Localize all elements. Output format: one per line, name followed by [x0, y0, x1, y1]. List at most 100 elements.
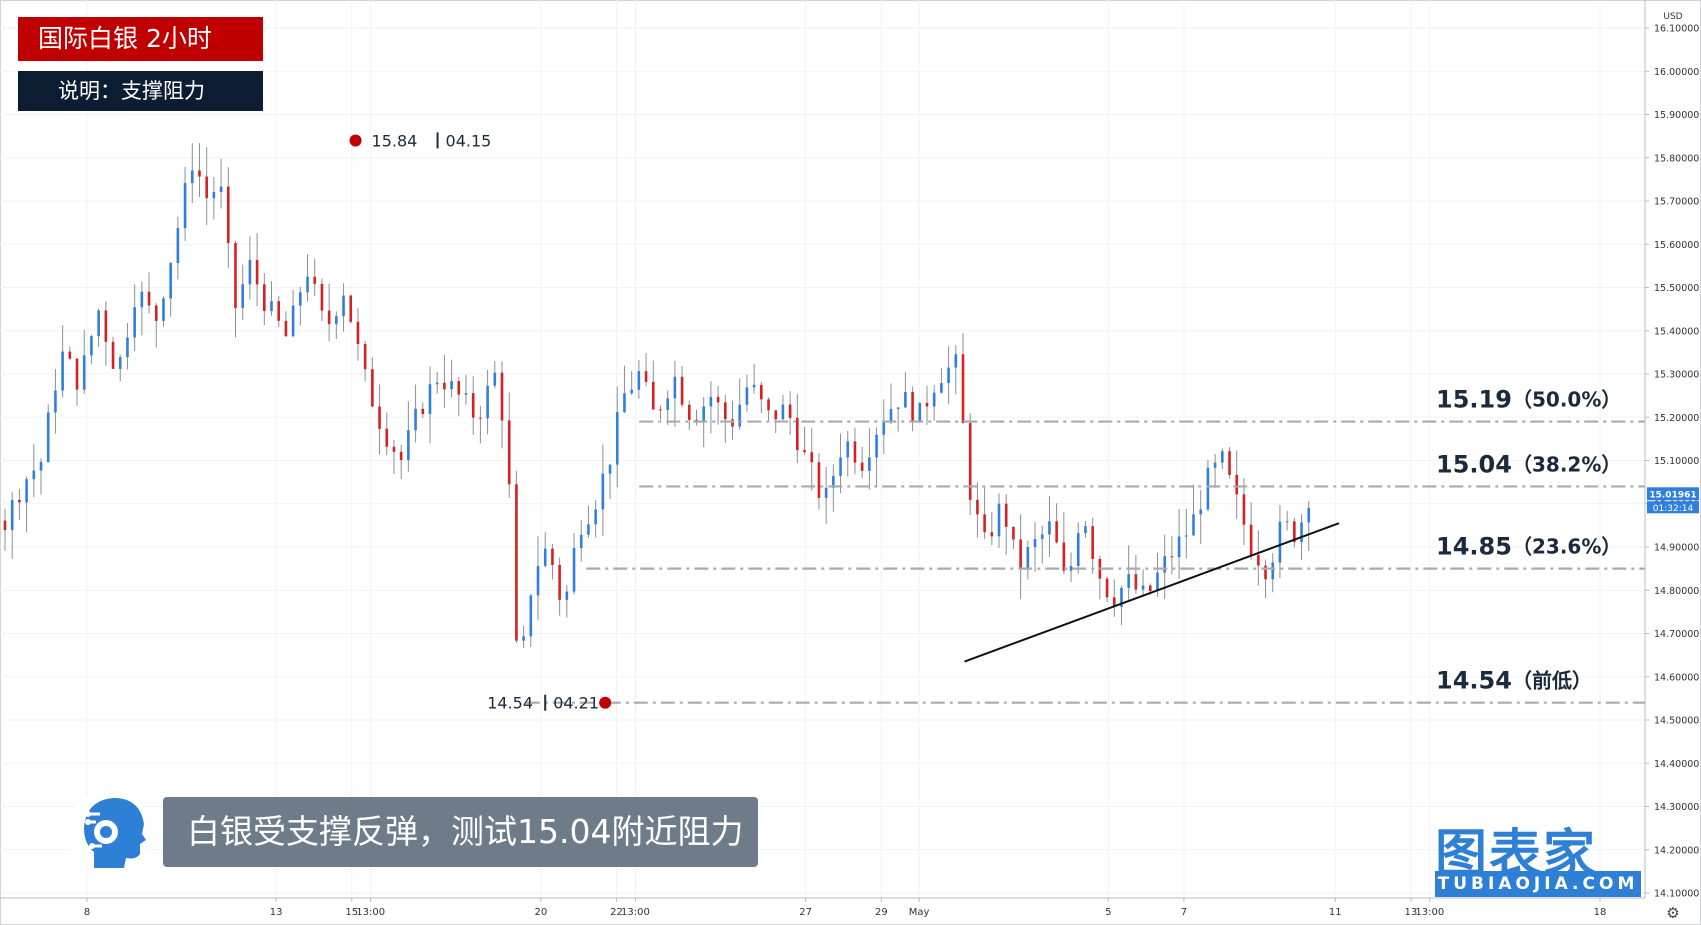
candle-down	[471, 393, 475, 418]
candle-down	[644, 371, 648, 382]
candle-down	[796, 417, 799, 451]
candle-up	[32, 470, 36, 480]
time-tick-label: 11	[1329, 907, 1342, 918]
time-tick-label: 13:00	[1415, 907, 1444, 918]
candle-down	[226, 186, 230, 244]
candle-up	[435, 382, 439, 385]
candle-up	[615, 412, 619, 465]
candle-up	[752, 384, 756, 388]
time-tick-label: 8	[84, 907, 90, 918]
candle-up	[133, 307, 136, 338]
candle-up	[601, 473, 605, 510]
candle-down	[810, 452, 814, 463]
fib-levels-layer: 15.19 （50.0%） 15.04 （38.2%） 14.85 （23.6%） 14.5…	[525, 386, 1645, 704]
candle-down	[1134, 574, 1138, 590]
time-tick-label: 13:00	[356, 907, 385, 918]
caption-banner: 白银受支撑反弹，测试15.04附近阻力	[163, 797, 758, 867]
candle-down	[724, 402, 727, 420]
settings-gear-icon[interactable]: ⚙	[1666, 904, 1679, 922]
candle-down	[1112, 597, 1116, 607]
candle-down	[443, 382, 446, 390]
candle-down	[1019, 539, 1022, 569]
candle-down	[1264, 565, 1267, 580]
candle-down	[983, 514, 986, 533]
candle-up	[918, 402, 922, 423]
candle-down	[1293, 521, 1296, 543]
price-tick-label: 14.70000	[1654, 629, 1699, 640]
candle-down	[263, 284, 266, 312]
time-tick-label: 22	[610, 907, 623, 918]
candle-up	[896, 407, 900, 409]
candle-down	[205, 176, 208, 199]
candle-down	[349, 295, 353, 322]
candle-up	[97, 310, 100, 337]
candle-up	[875, 434, 878, 458]
candle-up	[1048, 521, 1051, 535]
candle-down	[1242, 494, 1246, 525]
candle-down	[1235, 474, 1239, 495]
candle-up	[1206, 467, 1210, 510]
current-price-value: 15.01961	[1649, 490, 1696, 500]
candle-up	[572, 547, 576, 592]
candle-down	[1062, 542, 1066, 571]
candle-up	[623, 393, 626, 413]
candle-up	[1127, 574, 1130, 588]
candle-up	[882, 421, 886, 435]
candle-up	[846, 441, 850, 458]
candle-down	[363, 344, 367, 370]
price-tick-label: 15.10000	[1654, 456, 1699, 467]
price-tick-label: 16.10000	[1654, 24, 1699, 35]
candle-down	[976, 499, 979, 515]
current-price-badge	[1647, 487, 1699, 501]
candle-down	[457, 381, 461, 395]
candle-down	[551, 548, 554, 565]
candle-down	[968, 423, 972, 500]
candle-up	[565, 591, 569, 600]
fib-level-label: 14.85	[1436, 533, 1512, 561]
candle-up	[839, 457, 842, 476]
price-tick-label: 14.20000	[1654, 845, 1699, 856]
candle-up	[1199, 509, 1203, 515]
candle-down	[515, 484, 518, 641]
candle-up	[450, 381, 453, 390]
brand-url: TUBIAOJIA.COM	[1435, 871, 1641, 897]
chart-grid	[0, 0, 1645, 898]
candle-down	[716, 396, 720, 403]
candle-down	[803, 450, 806, 453]
candle-down	[284, 320, 288, 337]
candle-down	[255, 259, 259, 285]
price-tick-label: 15.30000	[1654, 370, 1699, 381]
candle-up	[666, 398, 669, 410]
candle-down	[1004, 503, 1008, 527]
candle-down	[659, 409, 662, 411]
candle-up	[1040, 534, 1044, 539]
countdown-badge	[1647, 501, 1699, 514]
candle-up	[1285, 521, 1289, 523]
time-tick-label: May	[909, 907, 930, 918]
swing-low-date: 04.21	[553, 694, 599, 713]
candle-down	[817, 462, 821, 498]
fib-level-note: （50.0%）	[1512, 388, 1621, 412]
candle-down	[277, 301, 281, 321]
price-tick-label: 15.50000	[1654, 283, 1699, 294]
candle-down	[558, 564, 561, 600]
candle-up	[190, 170, 194, 184]
candle-down	[327, 310, 331, 325]
time-tick-label: 13	[270, 907, 283, 918]
candle-up	[61, 351, 64, 391]
candle-up	[522, 636, 525, 641]
candle-up	[486, 385, 489, 419]
candle-down	[385, 428, 389, 447]
robot-head-logo-icon	[67, 789, 151, 873]
candle-up	[738, 404, 742, 427]
time-tick-label: 29	[875, 907, 888, 918]
candle-down	[990, 532, 994, 537]
candle-down	[104, 310, 108, 342]
price-tick-label: 15.90000	[1654, 110, 1699, 121]
fib-level-label: 15.19	[1436, 386, 1512, 414]
candle-up	[1184, 535, 1188, 537]
candle-down	[399, 451, 403, 461]
price-tick-label: 14.50000	[1654, 716, 1699, 727]
